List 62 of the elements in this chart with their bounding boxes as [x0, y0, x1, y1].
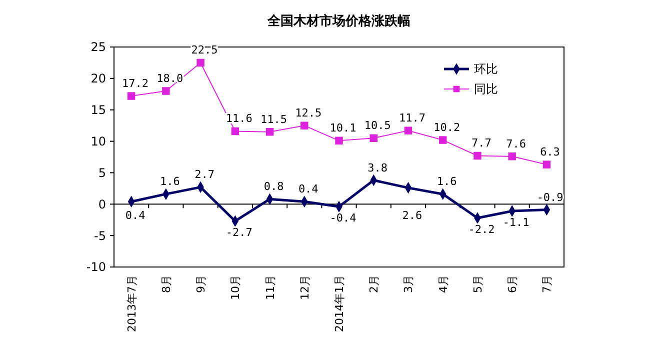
point	[266, 128, 274, 136]
x-tick-label: 3月	[402, 275, 416, 293]
x-tick-label: 8月	[160, 275, 173, 293]
legend-label: 环比	[474, 62, 498, 76]
data-label: -2.7	[226, 226, 252, 240]
point	[300, 122, 308, 130]
y-tick-label: -10	[86, 260, 106, 274]
point	[370, 134, 378, 142]
data-label: 11.7	[398, 112, 426, 125]
data-label: 17.2	[122, 77, 149, 90]
data-label: 3.8	[368, 161, 388, 174]
data-label: 2.7	[194, 168, 214, 182]
data-label: 0.4	[125, 209, 146, 222]
y-tick-label: 0	[98, 197, 106, 212]
data-label: 0.4	[298, 182, 319, 196]
data-label: -2.2	[468, 222, 495, 236]
data-label: 12.5	[295, 106, 322, 120]
data-label: 11.5	[260, 112, 288, 126]
x-tick-label: 5月	[471, 275, 484, 293]
data-label: -0.9	[536, 190, 564, 204]
data-label: -1.1	[502, 216, 530, 230]
x-tick-label: 2013年7月	[125, 275, 138, 332]
data-label: 10.1	[330, 122, 356, 135]
x-tick-label: 12月	[298, 275, 312, 300]
point	[438, 136, 447, 144]
data-label: 18.0	[156, 72, 184, 85]
point	[542, 160, 551, 168]
x-tick-label: 7月	[540, 275, 554, 293]
point	[474, 152, 482, 160]
data-label: 7.6	[506, 137, 526, 150]
data-label: 2.6	[402, 209, 422, 222]
x-tick-label: 2月	[368, 275, 381, 293]
data-label: 1.6	[160, 175, 180, 188]
x-tick-label: 4月	[436, 275, 450, 293]
point	[335, 136, 343, 145]
x-tick-label: 6月	[506, 275, 520, 293]
data-label: 0.8	[264, 180, 284, 194]
data-label: 1.6	[436, 175, 457, 188]
y-tick-label: 10	[90, 134, 106, 148]
point	[231, 127, 240, 136]
legend-label: 同比	[474, 82, 498, 96]
chart-title: 全国木材市场价格涨跌幅	[266, 13, 410, 29]
point	[508, 152, 516, 160]
data-label: 6.3	[540, 146, 560, 159]
data-label: -0.4	[330, 212, 357, 225]
x-tick-label: 11月	[264, 275, 277, 300]
y-tick-label: 25	[90, 40, 106, 54]
x-tick-label: 9月	[194, 275, 208, 293]
y-tick-label: -5	[94, 228, 106, 243]
x-tick-label: 2014年1月	[333, 275, 346, 332]
y-tick-label: 5	[98, 166, 106, 180]
data-label: 22.5	[191, 44, 218, 57]
point	[196, 58, 204, 67]
y-tick-label: 20	[90, 72, 106, 86]
point	[404, 126, 412, 134]
x-tick-label: 10月	[229, 275, 242, 300]
data-label: 10.2	[434, 121, 460, 134]
point	[162, 87, 170, 95]
point	[127, 92, 136, 100]
y-tick-label: 15	[90, 103, 106, 118]
data-label: 10.5	[364, 119, 391, 132]
data-label: 7.7	[472, 136, 492, 150]
